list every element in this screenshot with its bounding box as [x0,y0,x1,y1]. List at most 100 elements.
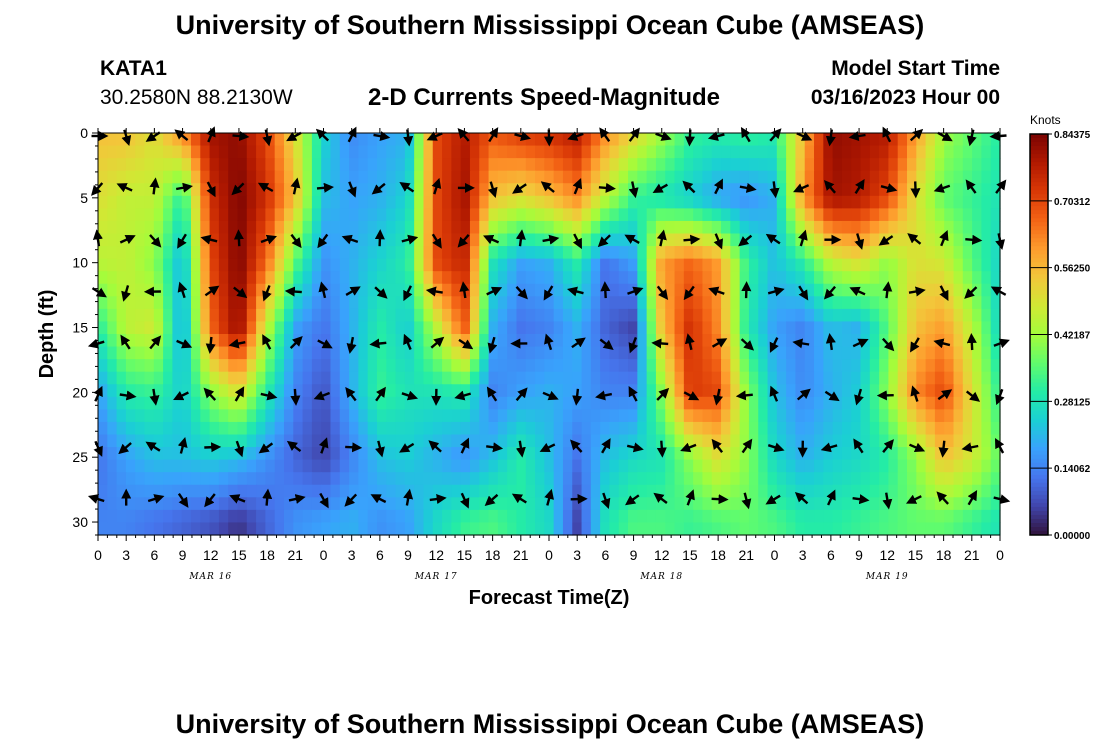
heatmap-cell [962,308,973,323]
heatmap-cell [869,459,880,473]
heatmap-cell [628,371,638,385]
heatmap-cell [469,208,480,222]
heatmap-cell [888,233,899,247]
heatmap-cell [386,384,397,398]
heatmap-cell [451,208,462,222]
heatmap-cell [767,484,778,498]
heatmap-cell [562,421,573,436]
heatmap-cell [488,246,499,260]
heatmap-cell [544,271,555,285]
colorbar-segment [1030,482,1048,488]
heatmap-cell [776,158,787,172]
heatmap-cell [590,271,601,285]
heatmap-cell [618,271,629,285]
heatmap-cell [693,434,704,448]
heatmap-cell [702,133,713,147]
heatmap-cell [256,384,266,398]
heatmap-cell [581,371,592,385]
heatmap-cell [293,371,304,385]
heatmap-cell [637,321,648,335]
heatmap-cell [962,296,973,310]
heatmap-cell [153,472,164,486]
colorbar-unit: Knots [1030,113,1061,127]
heatmap-cell [907,484,917,498]
heatmap-cell [181,158,192,172]
heatmap-cell [944,308,955,323]
heatmap-cell [553,359,564,373]
heatmap-cell [721,271,731,285]
current-vector-arrow [375,386,386,402]
heatmap-cell [469,271,480,285]
heatmap-cell [367,371,378,385]
heatmap-cell [981,346,992,360]
heatmap-cell [507,509,518,524]
heatmap-cell [525,522,536,536]
heatmap-cell [962,145,973,159]
heatmap-cell [795,359,806,373]
heatmap-cell [339,133,350,147]
heatmap-cell [525,258,536,272]
heatmap-cell [609,233,620,247]
heatmap-cell [293,509,304,524]
heatmap-cell [144,522,155,536]
heatmap-cell [135,283,146,297]
heatmap-cell [823,396,834,410]
heatmap-cell [163,195,173,209]
heatmap-cell [190,346,201,360]
heatmap-cell [339,472,350,486]
heatmap-cell [711,346,722,360]
heatmap-cell [748,509,759,524]
heatmap-cell [237,484,248,498]
heatmap-cell [265,459,276,473]
heatmap-cell [311,246,322,260]
heatmap-cell [349,509,359,524]
colorbar-segment [1030,298,1048,303]
colorbar-segment [1030,478,1048,484]
heatmap-cell [442,208,452,222]
current-vector-arrow [910,385,921,402]
heatmap-cell [163,371,173,385]
x-tick-label: 15 [908,547,924,563]
heatmap-cell [172,447,183,461]
heatmap-cell [609,346,620,360]
heatmap-cell [535,283,545,297]
heatmap-cell [218,472,229,486]
current-vector-arrow [319,492,329,509]
heatmap-cell [628,484,638,498]
heatmap-cell [479,472,490,486]
heatmap-cell [925,384,936,398]
heatmap-cell [553,283,564,297]
current-vector-arrow [713,178,723,195]
heatmap-cell [246,522,257,536]
heatmap-cell [339,233,350,247]
heatmap-cell [488,220,499,235]
heatmap-cell [479,308,490,323]
heatmap-cell [628,158,638,172]
current-vector-arrow [429,494,447,505]
heatmap-cell [637,145,648,159]
heatmap-cell [832,371,843,385]
current-vector-arrow [290,177,301,195]
heatmap-cell [590,459,601,473]
heatmap-cell [888,321,899,335]
heatmap-cell [758,522,769,536]
heatmap-cell [488,359,499,373]
colorbar: 0.000000.140620.281250.421870.562500.703… [1029,130,1091,542]
heatmap-cell [916,170,927,184]
heatmap-cell [730,321,741,335]
heatmap-cell [962,421,973,436]
heatmap-cell [311,396,322,410]
heatmap-cell [311,258,322,272]
heatmap-cell [953,497,964,511]
heatmap-cell [376,308,387,323]
heatmap-cell [823,434,834,448]
heatmap-cell [302,283,313,297]
heatmap-cell [460,246,471,260]
heatmap-cell [600,133,611,147]
heatmap-cell [163,497,173,511]
heatmap-cell [442,145,452,159]
heatmap-cell [693,195,704,209]
heatmap-cell [321,522,332,536]
colorbar-segment [1030,186,1048,191]
current-vector-arrow [595,390,613,401]
